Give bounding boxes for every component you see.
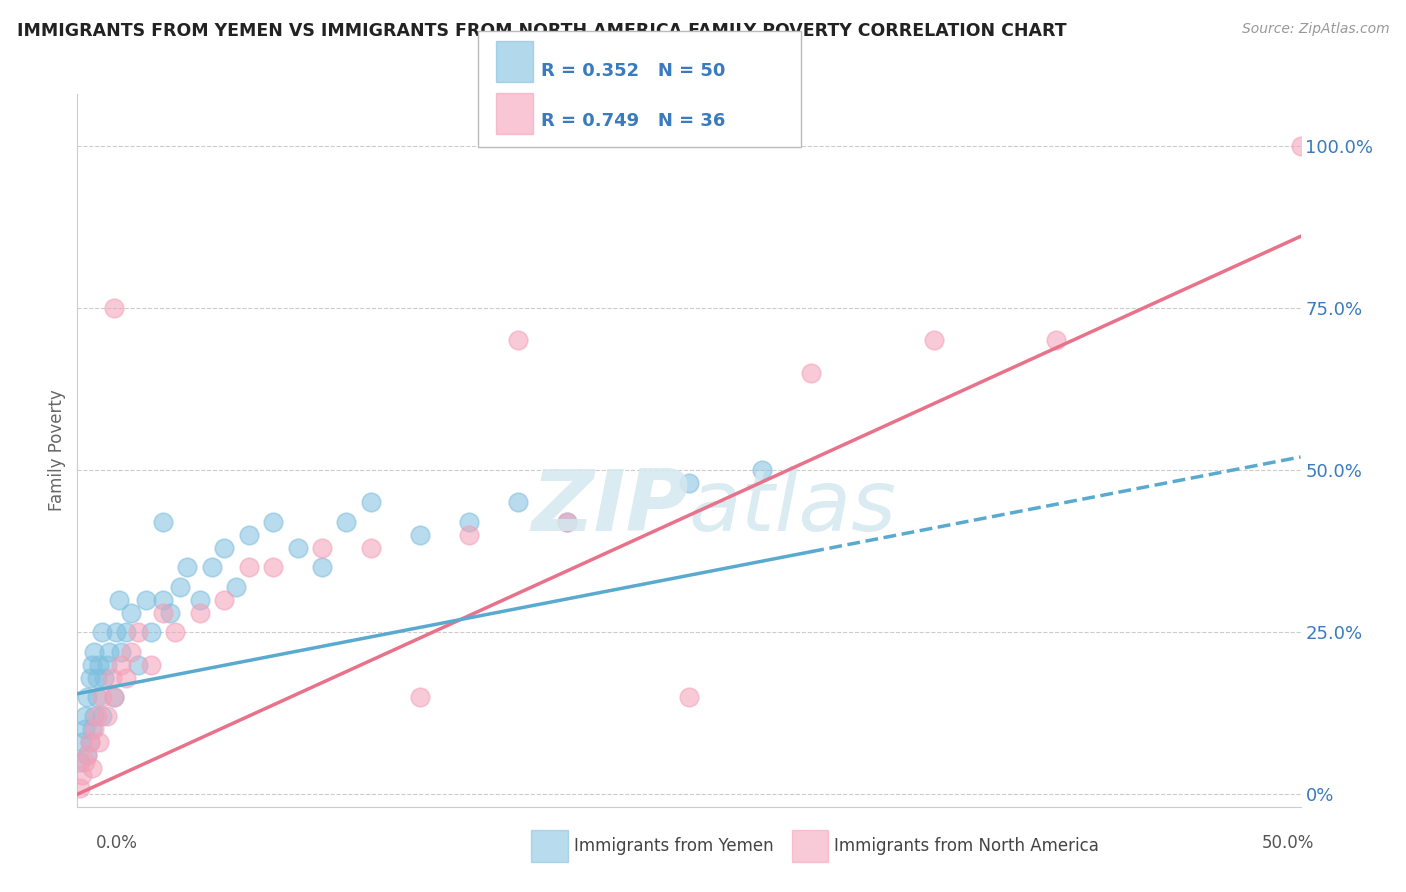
- Point: [86, 709, 108, 723]
- Point: [506, 333, 529, 347]
- Point: [98, 644, 121, 658]
- Point: [139, 625, 162, 640]
- Point: [311, 541, 333, 555]
- Point: [800, 366, 823, 380]
- Point: [110, 657, 132, 672]
- Point: [80, 723, 103, 737]
- Point: [165, 625, 187, 640]
- Point: [135, 592, 157, 607]
- Point: [96, 709, 118, 723]
- Point: [103, 690, 125, 704]
- Point: [90, 709, 112, 723]
- Point: [79, 671, 101, 685]
- Point: [100, 671, 122, 685]
- Point: [152, 515, 174, 529]
- Point: [73, 709, 96, 723]
- Point: [89, 735, 111, 749]
- Point: [409, 690, 432, 704]
- Point: [1289, 138, 1312, 153]
- Point: [76, 748, 98, 763]
- Point: [169, 580, 191, 594]
- Point: [360, 541, 382, 555]
- Point: [212, 541, 235, 555]
- Point: [225, 580, 247, 594]
- Point: [238, 528, 260, 542]
- Point: [80, 657, 103, 672]
- Point: [188, 606, 211, 620]
- Point: [115, 625, 138, 640]
- Point: [212, 592, 235, 607]
- Point: [457, 528, 479, 542]
- Point: [90, 690, 112, 704]
- Point: [1045, 333, 1067, 347]
- Text: Immigrants from Yemen: Immigrants from Yemen: [574, 837, 773, 855]
- Point: [96, 657, 118, 672]
- Point: [105, 625, 128, 640]
- Text: 50.0%: 50.0%: [1263, 834, 1315, 852]
- Point: [120, 644, 142, 658]
- Point: [115, 671, 138, 685]
- Point: [127, 657, 149, 672]
- Point: [335, 515, 357, 529]
- Point: [555, 515, 578, 529]
- Point: [70, 735, 93, 749]
- Point: [79, 735, 101, 749]
- Point: [76, 748, 98, 763]
- Point: [201, 560, 224, 574]
- Point: [152, 592, 174, 607]
- Point: [159, 606, 181, 620]
- Point: [70, 768, 93, 782]
- Point: [120, 606, 142, 620]
- Text: IMMIGRANTS FROM YEMEN VS IMMIGRANTS FROM NORTH AMERICA FAMILY POVERTY CORRELATIO: IMMIGRANTS FROM YEMEN VS IMMIGRANTS FROM…: [17, 22, 1067, 40]
- Y-axis label: Family Poverty: Family Poverty: [48, 390, 66, 511]
- Point: [311, 560, 333, 574]
- Point: [73, 723, 96, 737]
- Point: [76, 690, 98, 704]
- Point: [110, 644, 132, 658]
- Point: [238, 560, 260, 574]
- Point: [678, 690, 700, 704]
- Point: [188, 592, 211, 607]
- Text: 0.0%: 0.0%: [96, 834, 138, 852]
- Point: [262, 560, 284, 574]
- Point: [287, 541, 309, 555]
- Point: [360, 495, 382, 509]
- Text: ZIP: ZIP: [531, 466, 689, 549]
- Point: [922, 333, 945, 347]
- Point: [103, 690, 125, 704]
- Text: Immigrants from North America: Immigrants from North America: [834, 837, 1098, 855]
- Text: R = 0.749   N = 36: R = 0.749 N = 36: [541, 112, 725, 130]
- Point: [80, 761, 103, 775]
- Point: [555, 515, 578, 529]
- Point: [73, 755, 96, 769]
- Point: [93, 671, 115, 685]
- Text: R = 0.352   N = 50: R = 0.352 N = 50: [541, 62, 725, 80]
- Point: [127, 625, 149, 640]
- Point: [457, 515, 479, 529]
- Point: [79, 735, 101, 749]
- Point: [83, 723, 105, 737]
- Point: [83, 644, 105, 658]
- Point: [751, 463, 773, 477]
- Point: [152, 606, 174, 620]
- Point: [108, 592, 131, 607]
- Text: Source: ZipAtlas.com: Source: ZipAtlas.com: [1241, 22, 1389, 37]
- Point: [506, 495, 529, 509]
- Text: atlas: atlas: [689, 466, 897, 549]
- Point: [69, 780, 91, 795]
- Point: [86, 671, 108, 685]
- Point: [262, 515, 284, 529]
- Point: [678, 475, 700, 490]
- Point: [176, 560, 198, 574]
- Point: [139, 657, 162, 672]
- Point: [83, 709, 105, 723]
- Point: [89, 657, 111, 672]
- Point: [86, 690, 108, 704]
- Point: [90, 625, 112, 640]
- Point: [103, 301, 125, 315]
- Point: [409, 528, 432, 542]
- Point: [69, 755, 91, 769]
